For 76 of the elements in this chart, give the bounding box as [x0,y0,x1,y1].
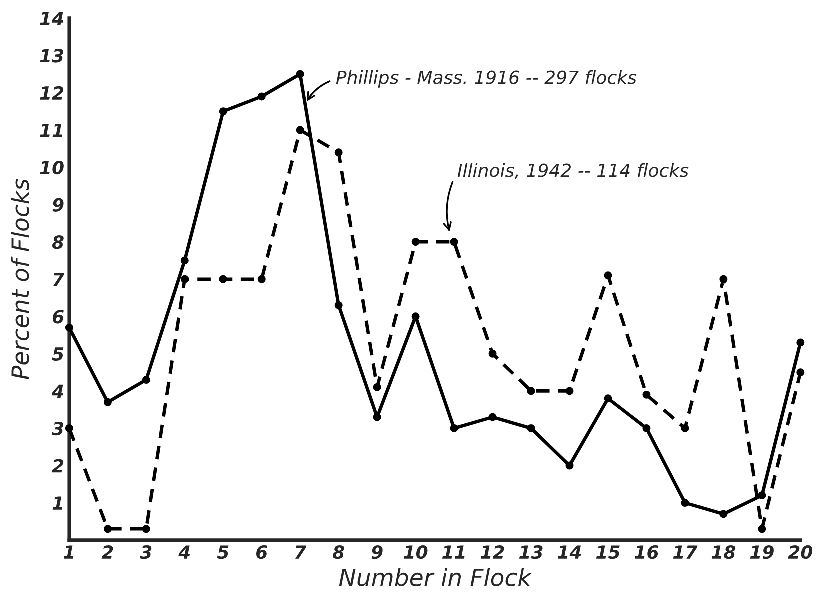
point [796,338,805,347]
x-tick-label: 9 [372,546,383,560]
x-tick-label: 4 [178,546,190,559]
point [334,148,343,157]
point [296,70,304,78]
point [450,238,458,246]
x-tick-label: 15 [596,546,620,560]
y-tick-label: 11 [40,124,62,138]
point [180,275,189,284]
point [142,525,150,534]
point [65,324,74,332]
x-tick-label: 7 [295,546,307,559]
point [604,272,612,280]
y-tick-label: 9 [52,198,64,212]
y-tick-label: 14 [40,12,64,26]
y-tick-label: 8 [52,236,64,250]
point [488,413,497,422]
point [104,398,112,406]
point [642,390,651,399]
point [642,424,651,432]
y-tick-label: 3 [52,422,64,436]
x-tick-label: 11 [442,546,465,559]
y-tick-label: 7 [53,273,65,286]
point [334,301,343,310]
point [373,383,382,392]
x-tick-label: 14 [558,546,582,559]
point [527,387,536,396]
x-tick-label: 18 [712,546,736,560]
x-tick-label: 8 [332,546,344,560]
x-tick-label: 19 [750,546,774,560]
y-tick-label: 6 [52,310,64,324]
point [180,256,189,265]
x-axis-title: Number in Flock [339,568,532,586]
x-tick-label: 1 [64,546,74,559]
point [296,126,304,134]
x-tick-label: 17 [673,546,698,559]
y-tick-label: 13 [40,49,64,63]
point [720,275,728,284]
point [450,424,458,432]
point [104,525,112,534]
point [758,525,766,534]
point [219,108,228,116]
point [720,510,728,518]
point [527,424,536,432]
y-tick-label: 2 [52,459,64,473]
y-tick-label: 1 [52,496,62,510]
point [219,275,228,284]
annotation: Phillips - Mass. 1916 -- 297 flocks [336,70,637,88]
annotation: Illinois, 1942 -- 114 flocks [458,163,689,180]
point [604,394,612,403]
x-tick-label: 13 [519,546,543,560]
point [65,424,74,432]
x-tick-label: 5 [217,546,229,560]
y-tick-label: 10 [40,160,64,175]
point [681,424,690,432]
point [758,492,766,500]
y-axis-title: Percent of Flocks [11,179,30,380]
point [681,499,690,508]
y-tick-label: 5 [52,348,64,362]
x-tick-label: 6 [256,546,268,560]
point [488,350,497,358]
x-tick-label: 16 [634,546,659,560]
point [258,92,266,101]
y-tick-label: 12 [40,86,64,100]
x-tick-label: 20 [788,546,813,560]
point [142,376,150,384]
x-tick-label: 10 [404,546,428,560]
x-tick-label: 3 [140,546,152,560]
y-tick-label: 4 [52,384,64,398]
point [258,275,266,284]
point [566,387,574,396]
point [412,238,420,246]
x-tick-label: 2 [102,546,114,559]
point [796,368,805,377]
x-tick-label: 12 [480,546,504,559]
point [566,462,574,470]
